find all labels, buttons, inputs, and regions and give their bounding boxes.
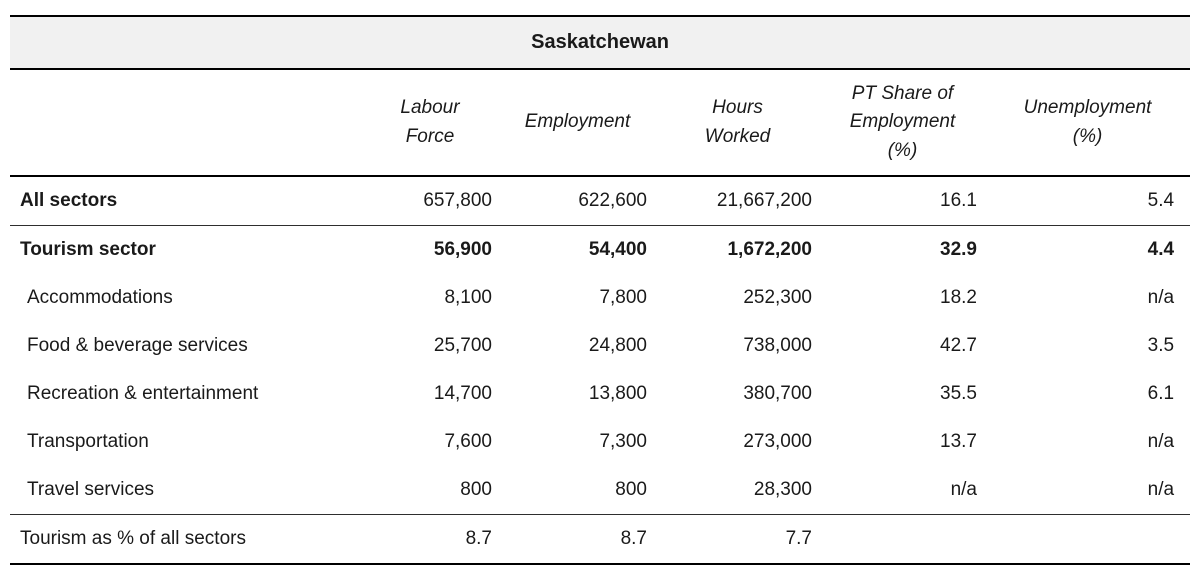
cell-unemployment: n/a	[1147, 479, 1175, 500]
cell-pt-share: 32.9	[940, 239, 977, 260]
cell-employment: 7,800	[599, 287, 647, 308]
table-row-accommodations: Accommodations 8,100 7,800 252,300 18.2 …	[10, 274, 1190, 322]
cell-pt-share: n/a	[950, 479, 977, 500]
row-label: All sectors	[20, 190, 118, 211]
cell-employment: 24,800	[588, 335, 647, 356]
cell-labour-force: 14,700	[433, 383, 492, 404]
cell-unemployment	[985, 515, 1190, 565]
cell-labour-force: 25,700	[433, 335, 492, 356]
cell-unemployment: 5.4	[1147, 190, 1175, 211]
cell-unemployment: 3.5	[1147, 335, 1175, 356]
column-header-labour-force: Labour Force	[360, 69, 500, 177]
cell-hours-worked: 252,300	[743, 287, 812, 308]
cell-employment: 800	[615, 479, 647, 500]
row-label: Tourism sector	[20, 239, 156, 260]
column-header-label: PT Share of Employment (%)	[849, 82, 956, 161]
cell-employment: 7,300	[599, 431, 647, 452]
row-label: Travel services	[27, 479, 155, 500]
table-title-row: Saskatchewan	[10, 15, 1191, 70]
table-row-tourism-percent: Tourism as % of all sectors 8.7 8.7 7.7	[10, 515, 1191, 565]
cell-labour-force: 800	[460, 479, 492, 500]
cell-labour-force: 8,100	[444, 287, 492, 308]
table-row-transportation: Transportation 7,600 7,300 273,000 13.7 …	[10, 418, 1190, 466]
cell-unemployment: 4.4	[1147, 239, 1175, 260]
cell-labour-force: 657,800	[423, 190, 492, 211]
cell-pt-share: 13.7	[940, 431, 977, 452]
column-header-row: Labour Force Employment Hours Worked PT …	[10, 69, 1191, 177]
column-header-label: Employment	[524, 111, 631, 133]
cell-hours-worked: 1,672,200	[727, 239, 812, 260]
cell-pt-share: 35.5	[940, 383, 977, 404]
saskatchewan-table: Saskatchewan Labour Force Employment Hou…	[10, 15, 1191, 565]
cell-employment: 13,800	[588, 383, 647, 404]
cell-hours-worked: 380,700	[743, 383, 812, 404]
row-label: Food & beverage services	[27, 335, 248, 356]
cell-hours-worked: 21,667,200	[716, 190, 812, 211]
column-header-pt-share: PT Share of Employment (%)	[820, 69, 985, 177]
cell-unemployment: n/a	[1147, 431, 1175, 452]
table-title: Saskatchewan	[10, 15, 1191, 70]
cell-labour-force: 56,900	[433, 239, 492, 260]
column-header-unemployment: Unemployment (%)	[985, 69, 1191, 177]
column-header-label: Hours Worked	[704, 97, 771, 147]
row-label: Transportation	[27, 431, 149, 452]
cell-labour-force: 7,600	[444, 431, 492, 452]
table-row-tourism-sector: Tourism sector 56,900 54,400 1,672,200 3…	[10, 226, 1190, 275]
column-header-empty	[10, 69, 360, 177]
cell-labour-force: 8.7	[465, 528, 492, 549]
table-row-all-sectors: All sectors 657,800 622,600 21,667,200 1…	[10, 176, 1191, 226]
cell-hours-worked: 28,300	[753, 479, 812, 500]
table-row-travel-services: Travel services 800 800 28,300 n/a n/a	[10, 466, 1191, 515]
cell-employment: 54,400	[588, 239, 647, 260]
cell-hours-worked: 273,000	[743, 431, 812, 452]
cell-pt-share: 18.2	[940, 287, 977, 308]
cell-hours-worked: 738,000	[743, 335, 812, 356]
row-label: Accommodations	[27, 287, 173, 308]
column-header-hours-worked: Hours Worked	[655, 69, 820, 177]
cell-pt-share: 42.7	[940, 335, 977, 356]
column-header-label: Labour Force	[400, 97, 460, 147]
column-header-employment: Employment	[500, 69, 655, 177]
cell-unemployment: 6.1	[1147, 383, 1175, 404]
cell-pt-share: 16.1	[940, 190, 977, 211]
cell-employment: 622,600	[578, 190, 647, 211]
table-row-food-beverage: Food & beverage services 25,700 24,800 7…	[10, 322, 1190, 370]
table-row-recreation-entertainment: Recreation & entertainment 14,700 13,800…	[10, 370, 1190, 418]
row-label: Tourism as % of all sectors	[20, 528, 246, 549]
cell-unemployment: n/a	[1147, 287, 1175, 308]
cell-employment: 8.7	[620, 528, 647, 549]
cell-hours-worked: 7.7	[785, 528, 812, 549]
row-label: Recreation & entertainment	[27, 383, 259, 404]
column-header-label: Unemployment (%)	[1023, 97, 1152, 147]
cell-pt-share	[820, 515, 985, 565]
